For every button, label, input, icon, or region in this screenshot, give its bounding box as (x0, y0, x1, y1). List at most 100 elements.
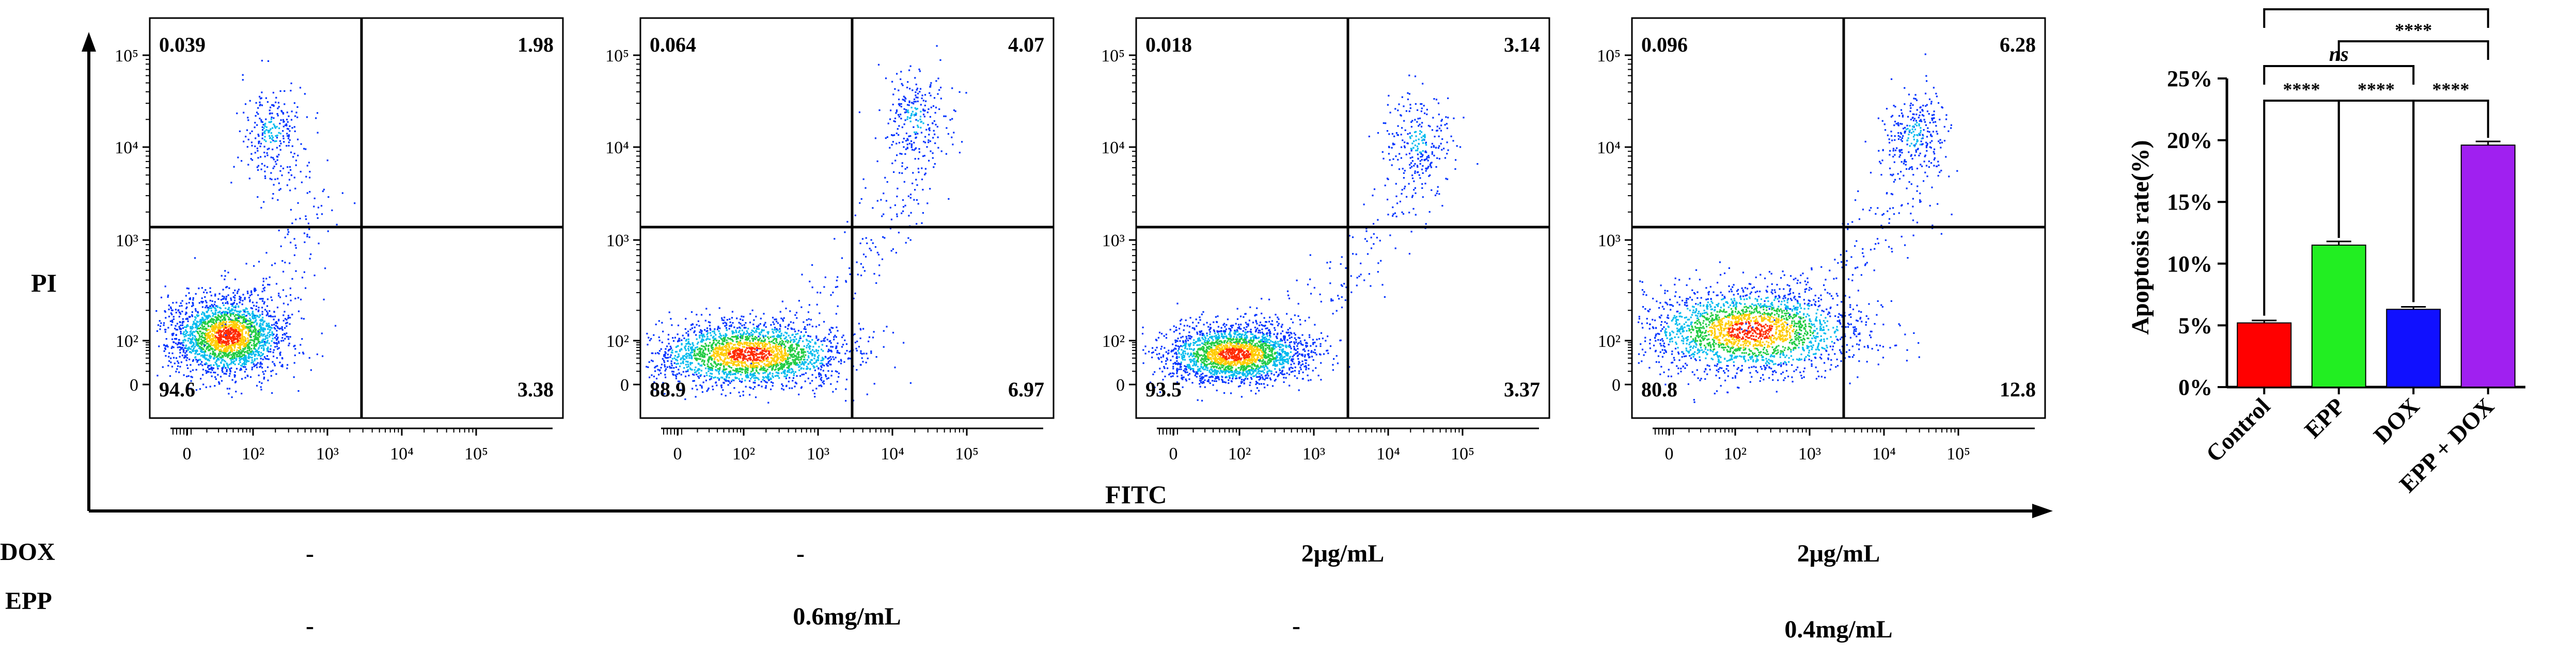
event-dot (788, 335, 790, 337)
y-tick-label: 10⁴ (115, 138, 138, 157)
event-dot (827, 358, 829, 359)
event-dot (178, 342, 179, 344)
event-dot (898, 232, 900, 233)
event-dot (702, 391, 703, 393)
event-dot (208, 371, 210, 373)
event-dot (194, 346, 196, 347)
event-dot (273, 123, 274, 125)
event-dot (199, 330, 200, 332)
event-dot (276, 135, 277, 136)
event-dot (739, 392, 740, 393)
event-dot (214, 376, 216, 378)
event-dot (295, 111, 297, 113)
event-dot (286, 295, 287, 297)
event-dot (168, 305, 170, 306)
event-dot (855, 342, 856, 343)
event-dot (283, 141, 285, 142)
event-dot (916, 199, 918, 201)
event-dot (190, 371, 192, 372)
event-dot (289, 139, 291, 141)
event-dot (690, 329, 692, 330)
event-dot (264, 131, 265, 132)
event-dot (806, 347, 807, 348)
event-dot (254, 326, 255, 327)
event-dot (272, 333, 273, 334)
event-dot (725, 353, 727, 354)
event-dot (698, 325, 700, 327)
event-dot (201, 287, 203, 289)
event-dot (765, 335, 766, 337)
event-dot (179, 366, 181, 367)
event-dot (259, 324, 261, 326)
event-dot (798, 345, 799, 347)
event-dot (256, 333, 257, 335)
event-dot (321, 332, 323, 334)
event-dot (208, 307, 209, 308)
event-dot (224, 353, 225, 355)
event-dot (676, 376, 677, 377)
event-dot (705, 345, 707, 347)
event-dot (745, 342, 747, 343)
event-dot (756, 355, 757, 356)
event-dot (745, 349, 747, 350)
event-dot (178, 309, 179, 311)
event-dot (227, 301, 228, 302)
event-dot (813, 358, 815, 359)
event-dot (243, 336, 245, 338)
event-dot (929, 188, 931, 189)
event-dot (265, 278, 267, 279)
event-dot (279, 353, 281, 354)
event-dot (183, 374, 185, 376)
event-dot (837, 350, 838, 351)
event-dot (264, 341, 265, 343)
event-dot (314, 198, 316, 199)
event-dot (168, 356, 169, 358)
event-dot (750, 371, 752, 372)
event-dot (736, 327, 738, 329)
event-dot (245, 359, 247, 361)
event-dot (718, 336, 720, 338)
event-dot (262, 345, 264, 347)
event-dot (163, 322, 165, 324)
event-dot (709, 314, 711, 315)
event-dot (649, 361, 650, 363)
event-dot (223, 329, 225, 330)
event-dot (959, 91, 961, 93)
event-dot (743, 316, 744, 317)
event-dot (243, 141, 244, 142)
event-dot (728, 384, 729, 386)
event-dot (778, 344, 779, 345)
event-dot (779, 328, 780, 330)
event-dot (227, 357, 228, 358)
event-dot (204, 354, 206, 356)
event-dot (933, 105, 934, 107)
event-dot (699, 334, 701, 336)
event-dot (790, 337, 791, 339)
event-dot (815, 342, 816, 344)
event-dot (270, 296, 272, 298)
event-dot (724, 373, 725, 375)
event-dot (934, 134, 935, 135)
event-dot (159, 328, 161, 330)
event-dot (254, 331, 255, 332)
event-dot (262, 284, 264, 286)
event-dot (276, 334, 278, 335)
event-dot (728, 380, 730, 382)
event-dot (180, 331, 181, 332)
event-dot (247, 164, 249, 166)
event-dot (261, 347, 262, 349)
event-dot (237, 292, 238, 294)
event-dot (331, 210, 333, 211)
event-dot (789, 310, 791, 312)
event-dot (192, 324, 194, 325)
event-dot (843, 361, 845, 363)
event-dot (919, 151, 920, 153)
event-dot (279, 362, 280, 363)
event-dot (255, 331, 257, 333)
event-dot (260, 362, 261, 363)
event-dot (270, 371, 272, 372)
event-dot (800, 348, 802, 350)
event-dot (799, 357, 801, 358)
event-dot (271, 264, 273, 266)
event-dot (748, 350, 749, 352)
